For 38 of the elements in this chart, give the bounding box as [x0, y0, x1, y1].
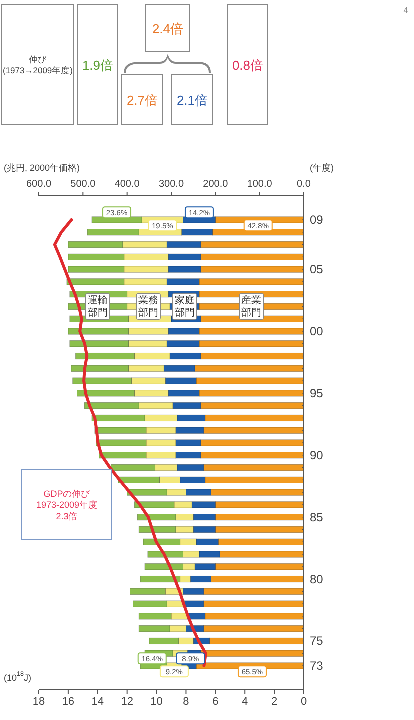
annotation: 0.8倍: [228, 4, 268, 126]
y-tick-label: 75: [310, 634, 324, 648]
x2-tick-label: 300.0: [158, 178, 184, 190]
annotation: 伸び (1973→2009年度): [2, 4, 74, 126]
x-tick-label: 14: [92, 696, 104, 708]
x-tick-label: 2: [271, 696, 278, 708]
annotation: 4: [404, 6, 408, 14]
y-tick-label: 90: [310, 448, 324, 462]
y-tick-label: 05: [310, 262, 324, 277]
y-tick-label: 00: [310, 324, 324, 338]
x2-tick-label: 600.0: [26, 178, 52, 190]
x-tick-label: 0: [300, 696, 308, 708]
x-tick-label: 16: [62, 696, 75, 708]
x-tick-label: 8: [183, 696, 190, 708]
x2-tick-label: 100.0: [247, 178, 273, 190]
x-axis-title: (10$^{18}$J): [4, 671, 32, 683]
x-tick-label: 4: [242, 696, 248, 708]
y-tick-label: 85: [310, 510, 324, 524]
x-tick-label: 6: [212, 696, 219, 708]
x-tick-label: 10: [150, 696, 163, 708]
y-tick-label: 80: [310, 572, 324, 586]
x2-tick-label: 200.0: [203, 178, 229, 190]
x2-tick-label: 0.0: [297, 178, 312, 190]
x-tick-label: 18: [32, 696, 46, 708]
x2-tick-label: 500.0: [70, 178, 96, 190]
x2-tick-label: 400.0: [114, 178, 140, 190]
annotation: 2.4倍: [146, 4, 190, 52]
annotation: 2.7倍: [122, 74, 164, 126]
annotation: GDPの伸び 1973-2009年度 2.3倍: [22, 470, 112, 540]
annotation: 1.9倍: [78, 4, 118, 126]
x-tick-label: 12: [121, 696, 134, 708]
y-axis-title: (年度): [310, 163, 334, 173]
x2-axis-title: (兆円, 2000年価格): [4, 163, 80, 173]
y-tick-label: 73: [310, 659, 324, 673]
y-tick-label: 95: [310, 386, 324, 400]
y-tick-label: 09: [310, 213, 324, 227]
annotation: 2.1倍: [172, 74, 214, 126]
annotation: GDPの伸び 1973-2009年度 2.3倍: [36, 488, 98, 522]
